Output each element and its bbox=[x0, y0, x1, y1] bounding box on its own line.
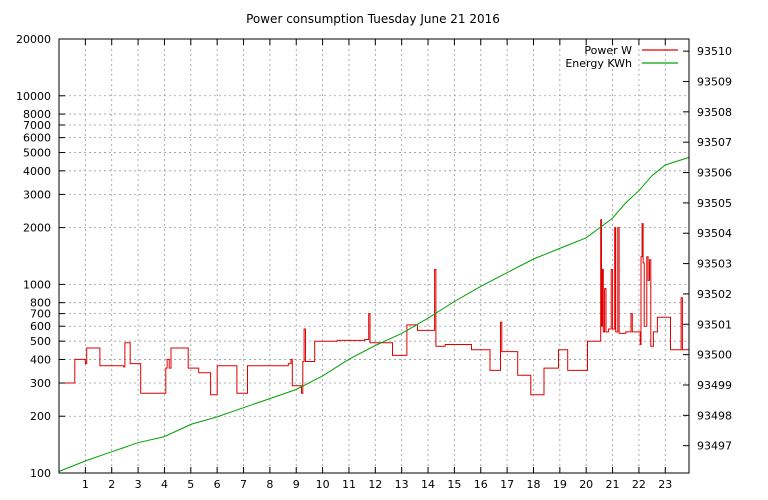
legend-label-energy: Energy KWh bbox=[565, 57, 632, 70]
y-left-tick-label: 300 bbox=[30, 377, 51, 390]
x-tick-label: 6 bbox=[214, 478, 221, 491]
x-tick-label: 11 bbox=[342, 478, 356, 491]
x-tick-label: 5 bbox=[187, 478, 194, 491]
y-left-tick-label: 1000 bbox=[23, 278, 51, 291]
y-left-tick-label: 3000 bbox=[23, 188, 51, 201]
x-tick-label: 7 bbox=[240, 478, 247, 491]
x-tick-label: 23 bbox=[658, 478, 672, 491]
y-left-tick-label: 400 bbox=[30, 353, 51, 366]
x-tick-label: 10 bbox=[316, 478, 330, 491]
y-right-tick-label: 93502 bbox=[697, 288, 732, 301]
y-left-tick-label: 2000 bbox=[23, 222, 51, 235]
x-tick-label: 13 bbox=[395, 478, 409, 491]
y-left-tick-label: 100 bbox=[30, 467, 51, 480]
y-left-tick-label: 6000 bbox=[23, 132, 51, 145]
series-layer bbox=[58, 156, 690, 472]
y-right-tick-label: 93501 bbox=[697, 318, 732, 331]
y-right-tick-label: 93509 bbox=[697, 75, 732, 88]
x-tick-label: 19 bbox=[553, 478, 567, 491]
chart-title: Power consumption Tuesday June 21 2016 bbox=[246, 12, 500, 26]
y-left-tick-label: 8000 bbox=[23, 108, 51, 121]
x-tick-label: 3 bbox=[135, 478, 142, 491]
y-left-tick-label: 5000 bbox=[23, 147, 51, 160]
x-tick-label: 21 bbox=[606, 478, 620, 491]
y-left-tick-label: 10000 bbox=[16, 90, 51, 103]
y-right-tick-label: 93499 bbox=[697, 379, 732, 392]
x-tick-label: 12 bbox=[368, 478, 382, 491]
x-tick-label: 22 bbox=[632, 478, 646, 491]
legend-label-power: Power W bbox=[584, 44, 632, 57]
y-right-tick-label: 93503 bbox=[697, 258, 732, 271]
y-right-tick-label: 93508 bbox=[697, 106, 732, 119]
y-left-tick-label: 7000 bbox=[23, 119, 51, 132]
grid-layer bbox=[59, 38, 689, 474]
x-tick-label: 18 bbox=[526, 478, 540, 491]
y-left-tick-label: 4000 bbox=[23, 165, 51, 178]
x-tick-label: 14 bbox=[421, 478, 435, 491]
legend: Power W Energy KWh bbox=[565, 44, 678, 70]
x-tick-label: 2 bbox=[108, 478, 115, 491]
x-tick-label: 17 bbox=[500, 478, 514, 491]
y-right-tick-label: 93507 bbox=[697, 136, 732, 149]
y-left-tick-label: 500 bbox=[30, 335, 51, 348]
y-left-tick-label: 700 bbox=[30, 308, 51, 321]
x-tick-label: 20 bbox=[579, 478, 593, 491]
y-left-tick-label: 20000 bbox=[16, 33, 51, 46]
y-right-tick-label: 93500 bbox=[697, 349, 732, 362]
y-right-tick-label: 93506 bbox=[697, 167, 732, 180]
plot-frame bbox=[58, 38, 690, 474]
y-left-tick-label: 600 bbox=[30, 320, 51, 333]
x-tick-label: 8 bbox=[266, 478, 273, 491]
y-right-tick-label: 93504 bbox=[697, 227, 732, 240]
y-right-tick-label: 93497 bbox=[697, 440, 732, 453]
y-right-tick-label: 93505 bbox=[697, 197, 732, 210]
x-tick-label: 9 bbox=[293, 478, 300, 491]
y-left-tick-label: 200 bbox=[30, 410, 51, 423]
power-series-line bbox=[59, 219, 689, 396]
tick-layer: 1 2 3 4 5 6 7 8 9 10 11 12 13 14 15 16 17 18 19 20 21 22 23100… bbox=[16, 33, 732, 491]
y-right-tick-label: 93510 bbox=[697, 45, 732, 58]
x-tick-label: 16 bbox=[474, 478, 488, 491]
energy-series-line bbox=[58, 156, 690, 472]
y-right-tick-label: 93498 bbox=[697, 409, 732, 422]
x-tick-label: 4 bbox=[161, 478, 168, 491]
x-tick-label: 15 bbox=[447, 478, 461, 491]
x-tick-label: 1 bbox=[82, 478, 89, 491]
y-left-tick-label: 800 bbox=[30, 297, 51, 310]
